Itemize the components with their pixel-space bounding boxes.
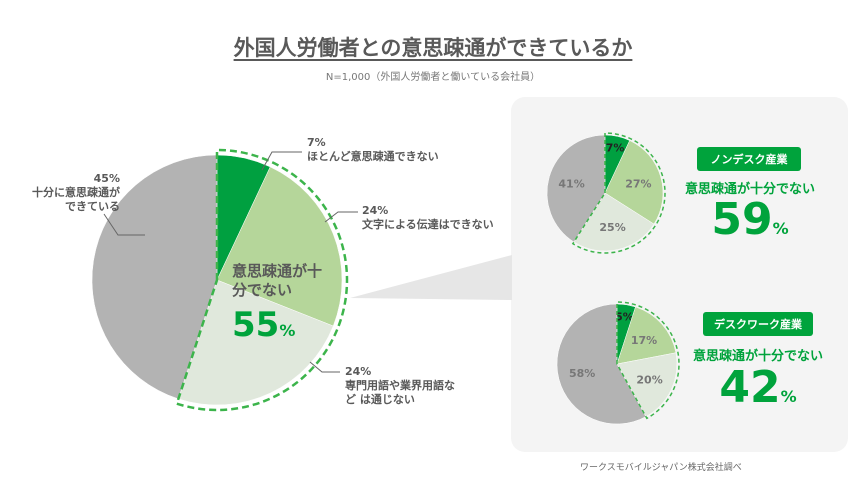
- pie-slice: [91, 154, 218, 400]
- leader-line: [309, 361, 340, 373]
- chart-subtitle: N=1,000（外国人労働者と働いている会社員）: [325, 72, 541, 83]
- pie-slice: [573, 192, 655, 252]
- slice-label: 7%: [606, 142, 625, 155]
- slice-label: 25%: [599, 221, 625, 234]
- slice-label: 41%: [558, 177, 584, 190]
- not-sufficient-outline: [571, 132, 666, 254]
- pie-slice: [616, 352, 678, 417]
- not-sufficient-outline: [616, 301, 680, 420]
- chart-title: 外国人労働者との意思疎通ができているか: [233, 36, 633, 60]
- caption-desk: 意思疎通が十分でない: [692, 349, 823, 364]
- source-note: ワークスモバイルジャパン株式会社調べ: [580, 463, 742, 473]
- value-non-desk: 59%: [711, 194, 789, 245]
- pie-slice: [616, 306, 677, 365]
- pie-slice: [556, 303, 647, 425]
- pie-slice: [178, 279, 334, 406]
- slice-label: 27%: [625, 177, 651, 190]
- badge-non-desk: ノンデスク産業: [697, 147, 801, 171]
- leader-line: [324, 211, 358, 223]
- center-value: 55%: [232, 305, 296, 345]
- leader-line: [261, 151, 302, 171]
- pie-slice: [604, 140, 664, 225]
- slice-label: 20%: [636, 373, 662, 386]
- slice-label: 58%: [569, 367, 595, 380]
- slice-label: 5%: [615, 311, 634, 324]
- label-24-terms: 24% 専門用語や業界用語など は通じない: [345, 365, 455, 406]
- pie-slice: [216, 166, 343, 327]
- callout-wedge: [350, 255, 512, 300]
- value-desk: 42%: [719, 362, 797, 413]
- caption-non-desk: 意思疎通が十分でない: [684, 182, 815, 197]
- slice-label: 17%: [631, 334, 657, 347]
- center-label: 意思疎通が十分でない: [232, 262, 323, 299]
- label-45: 45% 十分に意思疎通が できている: [32, 172, 120, 213]
- not-sufficient-outline: [175, 148, 349, 412]
- label-24-text: 24% 文字による伝達はできない: [362, 204, 494, 231]
- label-7: 7% ほとんど意思疎通できない: [307, 136, 439, 163]
- badge-desk: デスクワーク産業: [703, 312, 813, 336]
- leader-line: [103, 213, 145, 236]
